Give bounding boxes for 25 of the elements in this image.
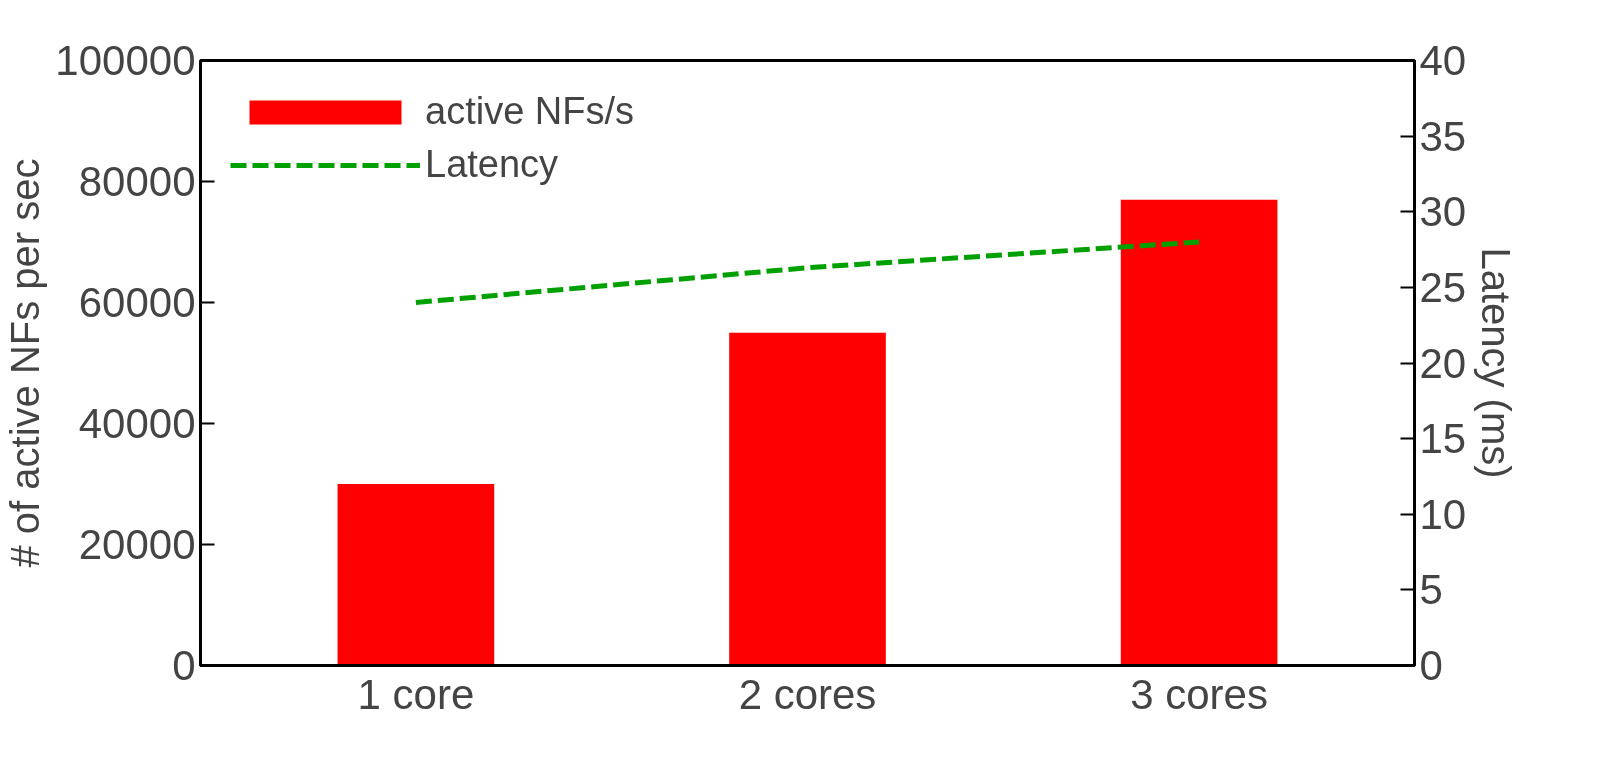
y-tick-label: 40000 bbox=[78, 400, 196, 447]
y2-tick-label: 25 bbox=[1419, 263, 1467, 311]
y2-tick-label: 35 bbox=[1419, 112, 1467, 160]
legend-label: Latency bbox=[425, 143, 559, 186]
legend-label: active NFs/s bbox=[425, 90, 635, 133]
y2-tick-label: 0 bbox=[1419, 642, 1443, 689]
y-tick-label: 100000 bbox=[55, 37, 196, 84]
bar bbox=[1120, 199, 1278, 666]
y2-tick-label: 15 bbox=[1419, 415, 1467, 463]
x-tick-label: 3 cores bbox=[1130, 670, 1268, 718]
y2-tick-label: 10 bbox=[1419, 490, 1467, 538]
y2-tick-label: 20 bbox=[1419, 339, 1467, 387]
y2-tick-label: 5 bbox=[1419, 566, 1443, 614]
y-tick-label: 60000 bbox=[78, 279, 196, 326]
bar bbox=[729, 332, 886, 666]
x-tick-label: 1 core bbox=[357, 670, 475, 718]
y2-axis-title: Latency (ms) bbox=[1474, 247, 1519, 479]
y-tick-label: 20000 bbox=[78, 521, 196, 568]
y-axis-title: # of active NFs per sec bbox=[3, 158, 48, 568]
y-tick-label: 80000 bbox=[78, 158, 196, 205]
bar bbox=[337, 484, 495, 666]
y-tick-label: 0 bbox=[172, 642, 196, 689]
y2-tick-label: 30 bbox=[1419, 188, 1467, 236]
y2-tick-label: 40 bbox=[1419, 37, 1467, 84]
x-tick-label: 2 cores bbox=[738, 670, 877, 718]
